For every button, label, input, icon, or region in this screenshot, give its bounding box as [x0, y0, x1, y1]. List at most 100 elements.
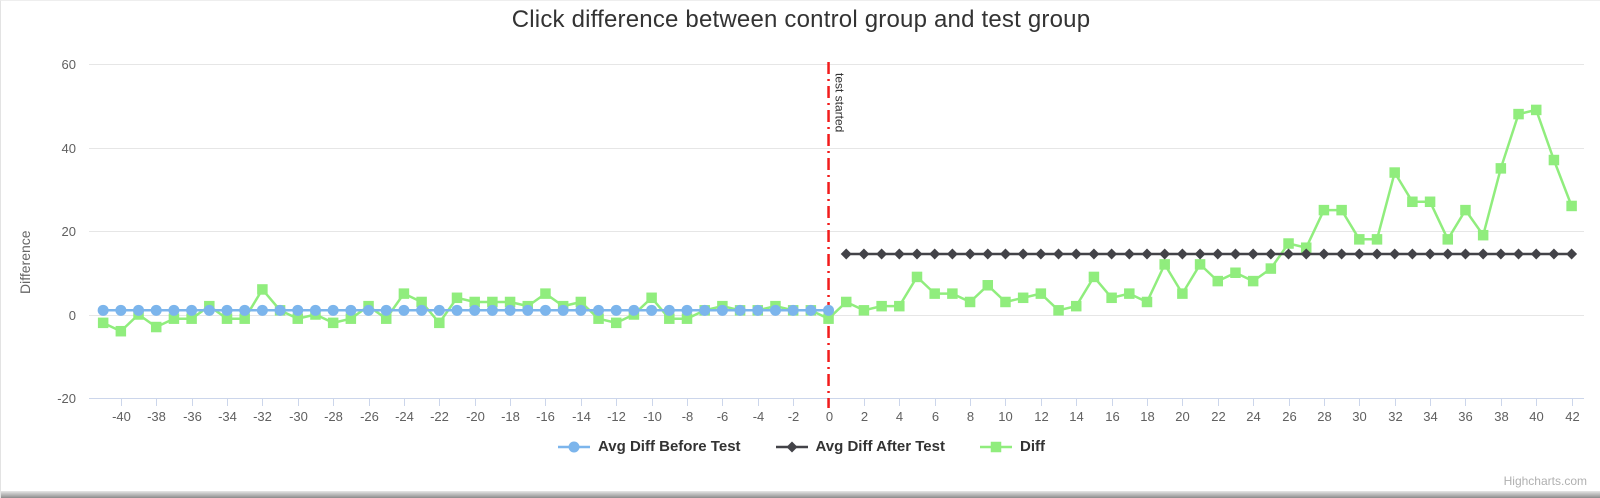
data-point-marker — [823, 313, 834, 324]
circle-legend-marker-icon — [558, 441, 591, 452]
data-point-marker — [893, 248, 905, 260]
data-point-marker — [681, 304, 693, 316]
legend-item-avg-diff-before-test[interactable]: Avg Diff Before Test — [557, 438, 741, 455]
data-point-marker — [1300, 242, 1312, 253]
data-point-marker — [539, 304, 551, 316]
series-diff — [97, 104, 1577, 337]
data-point-marker — [964, 296, 976, 308]
data-point-marker — [1106, 248, 1118, 260]
data-point-marker — [221, 304, 233, 316]
data-point-marker — [610, 317, 622, 329]
x-axis-tick-label: 22 — [1211, 409, 1225, 424]
data-point-marker — [964, 248, 976, 260]
legend-item-diff[interactable]: Diff — [979, 438, 1045, 455]
diamond-legend-marker-icon — [775, 441, 808, 452]
data-point-marker — [487, 296, 498, 308]
data-point-marker — [398, 288, 410, 299]
data-point-marker — [1212, 275, 1224, 287]
x-axis-tick-label: -34 — [218, 409, 237, 424]
data-point-marker — [97, 304, 109, 316]
x-axis-tick-label: -26 — [360, 409, 379, 424]
data-point-marker — [398, 304, 410, 316]
data-point-marker — [274, 304, 286, 316]
data-point-marker — [858, 248, 870, 260]
data-point-marker — [1053, 305, 1064, 316]
data-point-marker — [716, 304, 728, 316]
x-axis-tick-label: 8 — [967, 409, 974, 424]
data-point-marker — [150, 321, 162, 333]
data-point-marker — [1194, 248, 1206, 260]
data-point-marker — [416, 296, 427, 308]
data-point-marker — [1070, 300, 1082, 312]
data-point-marker — [1035, 248, 1047, 260]
legend-item-avg-diff-after-test[interactable]: Avg Diff After Test — [775, 438, 945, 455]
data-point-marker — [929, 248, 941, 260]
data-point-marker — [664, 313, 675, 324]
data-point-marker — [1035, 288, 1047, 299]
data-point-marker — [681, 313, 693, 324]
data-point-marker — [1088, 248, 1100, 260]
data-point-marker — [876, 248, 888, 260]
data-point-marker — [575, 296, 587, 308]
x-axis-tick-label: -24 — [395, 409, 414, 424]
data-point-marker — [1495, 248, 1507, 260]
data-point-marker — [1265, 263, 1277, 274]
data-point-marker — [840, 248, 852, 260]
data-point-marker — [1513, 108, 1524, 120]
data-point-marker — [451, 292, 463, 304]
data-point-marker — [858, 305, 870, 316]
data-point-marker — [1566, 200, 1577, 212]
series-avg-diff-after-test — [840, 248, 1578, 260]
data-point-marker — [1247, 248, 1259, 260]
data-point-marker — [876, 300, 887, 312]
data-point-marker — [894, 300, 905, 312]
data-point-marker — [1442, 248, 1454, 260]
data-point-marker — [133, 304, 145, 316]
data-point-marker — [1407, 196, 1418, 208]
data-point-marker — [1088, 271, 1100, 283]
data-point-marker — [1530, 248, 1542, 260]
data-point-marker — [1212, 248, 1224, 260]
series-line — [102, 108, 1573, 333]
data-point-marker — [327, 304, 339, 316]
data-point-marker — [734, 304, 746, 316]
x-axis-tick-label: 42 — [1565, 409, 1579, 424]
data-point-marker — [1123, 248, 1135, 260]
data-point-marker — [946, 248, 958, 260]
data-point-marker — [433, 304, 445, 316]
chart-title: Click difference between control group a… — [511, 6, 1091, 33]
data-point-marker — [1159, 248, 1171, 260]
data-point-marker — [1424, 196, 1436, 208]
data-point-marker — [610, 304, 622, 316]
x-axis-tick-label: 38 — [1494, 409, 1508, 424]
data-point-marker — [1371, 234, 1383, 245]
data-point-marker — [434, 317, 445, 329]
data-point-marker — [1318, 248, 1330, 260]
data-point-marker — [186, 304, 198, 316]
data-point-marker — [1424, 248, 1436, 260]
legend-item-label: Avg Diff After Test — [815, 438, 945, 455]
legend: Avg Diff Before Test Avg Diff After Test D… — [1, 438, 1600, 455]
x-axis-tick-label: 32 — [1388, 409, 1402, 424]
x-axis-tick-label: -4 — [753, 409, 765, 424]
x-axis-tick-label: -10 — [643, 409, 662, 424]
x-axis-tick-label: 40 — [1529, 409, 1543, 424]
data-point-marker — [805, 304, 817, 316]
data-point-marker — [752, 304, 764, 316]
data-point-marker — [911, 248, 923, 260]
data-point-marker — [115, 325, 127, 337]
x-axis-tick-label: 36 — [1458, 409, 1472, 424]
data-point-marker — [1566, 248, 1578, 260]
data-point-marker — [1177, 288, 1188, 299]
data-point-marker — [823, 304, 835, 316]
x-axis-tick-label: 16 — [1105, 409, 1119, 424]
data-point-marker — [150, 304, 162, 316]
data-point-marker — [239, 304, 251, 316]
data-point-marker — [363, 304, 375, 316]
data-point-marker — [309, 304, 321, 316]
data-point-marker — [1318, 204, 1330, 216]
highcharts-credits-link[interactable]: Highcharts.com — [1503, 474, 1587, 488]
x-axis-tick-label: -14 — [572, 409, 591, 424]
data-point-marker — [1229, 248, 1241, 260]
